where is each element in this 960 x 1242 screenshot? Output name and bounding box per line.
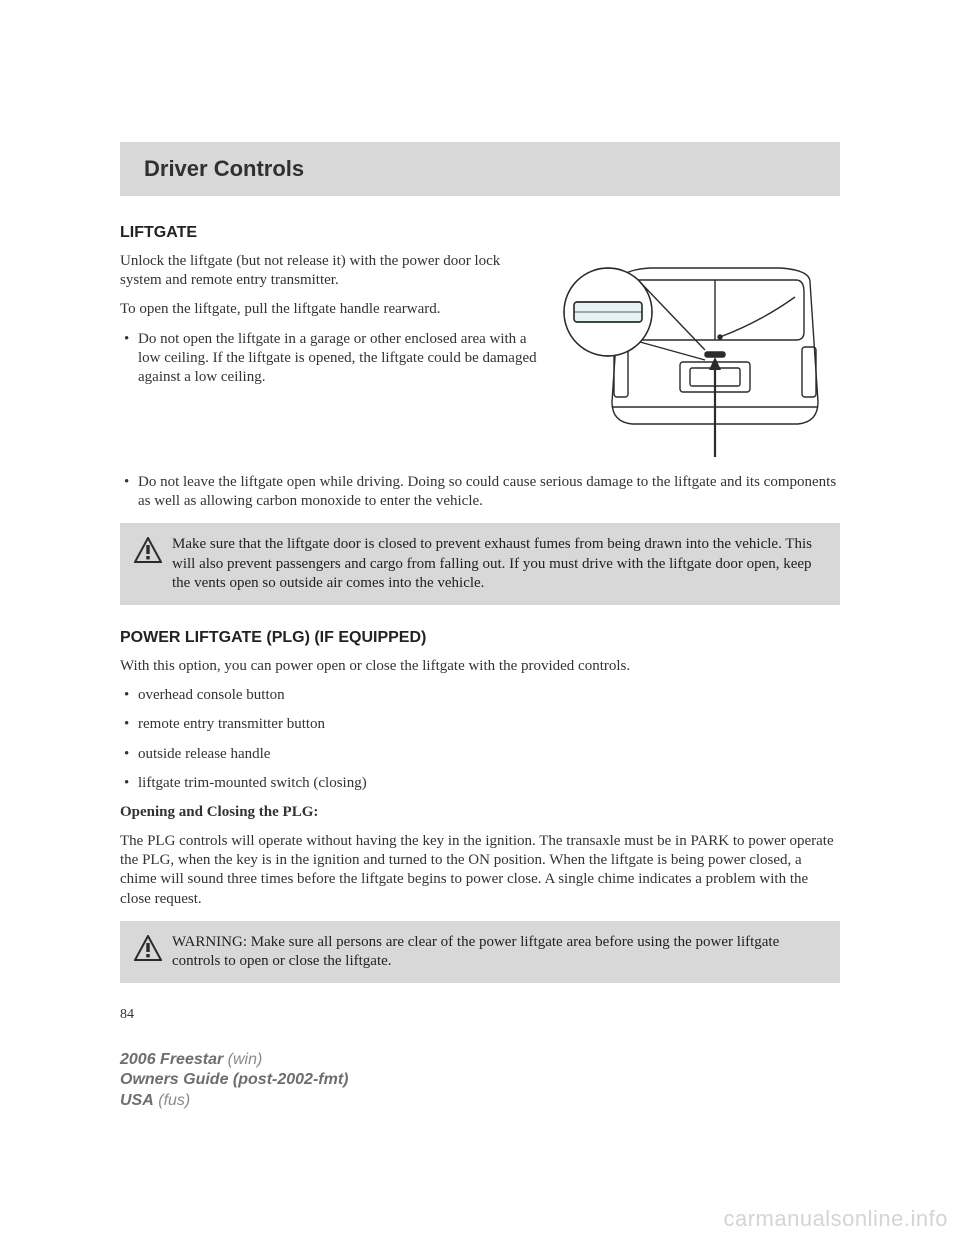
warning-triangle-icon <box>134 537 162 568</box>
footer: 2006 Freestar (win) Owners Guide (post-2… <box>120 1050 348 1112</box>
chapter-header: Driver Controls <box>120 142 840 196</box>
page-number: 84 <box>120 1007 840 1023</box>
plg-bullet-2: remote entry transmitter button <box>120 715 840 734</box>
warning-triangle-icon <box>134 935 162 966</box>
plg-bullet-1: overhead console button <box>120 686 840 705</box>
footer-line-1: 2006 Freestar (win) <box>120 1050 348 1071</box>
warning-2-text: WARNING: Make sure all persons are clear… <box>172 933 822 971</box>
footer-guide: Owners Guide (post-2002-fmt) <box>120 1071 348 1088</box>
liftgate-bullets-1: Do not open the liftgate in a garage or … <box>120 330 540 388</box>
chapter-title: Driver Controls <box>144 156 816 182</box>
footer-code-1: (win) <box>228 1051 263 1068</box>
plg-subheading: Opening and Closing the PLG: <box>120 803 840 822</box>
liftgate-bullet-1: Do not open the liftgate in a garage or … <box>120 330 540 388</box>
warning-box-2: WARNING: Make sure all persons are clear… <box>120 921 840 983</box>
plg-bullets: overhead console button remote entry tra… <box>120 686 840 793</box>
watermark: carmanualsonline.info <box>723 1206 948 1232</box>
footer-region: USA <box>120 1092 154 1109</box>
plg-subheading-text: Opening and Closing the PLG: <box>120 804 318 820</box>
liftgate-diagram <box>560 252 840 467</box>
plg-bullet-4: liftgate trim-mounted switch (closing) <box>120 774 840 793</box>
section-heading-plg: POWER LIFTGATE (PLG) (IF EQUIPPED) <box>120 629 840 647</box>
page-content: Driver Controls LIFTGATE Unlock the lift… <box>0 0 960 1023</box>
footer-model: 2006 Freestar <box>120 1051 223 1068</box>
section-heading-liftgate: LIFTGATE <box>120 224 840 242</box>
footer-code-2: (fus) <box>158 1092 190 1109</box>
footer-line-3: USA (fus) <box>120 1091 348 1112</box>
liftgate-row: Unlock the liftgate (but not release it)… <box>120 252 840 467</box>
liftgate-p1: Unlock the liftgate (but not release it)… <box>120 252 540 290</box>
footer-line-2: Owners Guide (post-2002-fmt) <box>120 1070 348 1091</box>
vehicle-rear-svg <box>560 252 840 462</box>
liftgate-bullets-2: Do not leave the liftgate open while dri… <box>120 473 840 511</box>
liftgate-bullet-2: Do not leave the liftgate open while dri… <box>120 473 840 511</box>
warning-box-1: Make sure that the liftgate door is clos… <box>120 523 840 605</box>
warning-1-text: Make sure that the liftgate door is clos… <box>172 535 822 593</box>
liftgate-text-column: Unlock the liftgate (but not release it)… <box>120 252 540 467</box>
liftgate-p2: To open the liftgate, pull the liftgate … <box>120 300 540 319</box>
plg-p2: The PLG controls will operate without ha… <box>120 832 840 909</box>
plg-p1: With this option, you can power open or … <box>120 657 840 676</box>
plg-bullet-3: outside release handle <box>120 745 840 764</box>
